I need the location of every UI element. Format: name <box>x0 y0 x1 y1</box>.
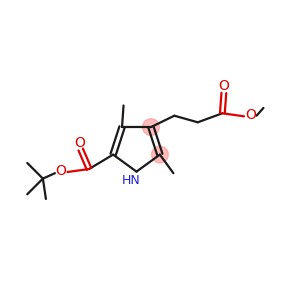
Text: O: O <box>245 108 256 122</box>
Text: O: O <box>56 164 66 178</box>
Text: O: O <box>218 79 229 93</box>
Text: HN: HN <box>122 174 140 187</box>
Circle shape <box>142 119 159 136</box>
Text: O: O <box>75 136 86 150</box>
Circle shape <box>152 146 168 163</box>
